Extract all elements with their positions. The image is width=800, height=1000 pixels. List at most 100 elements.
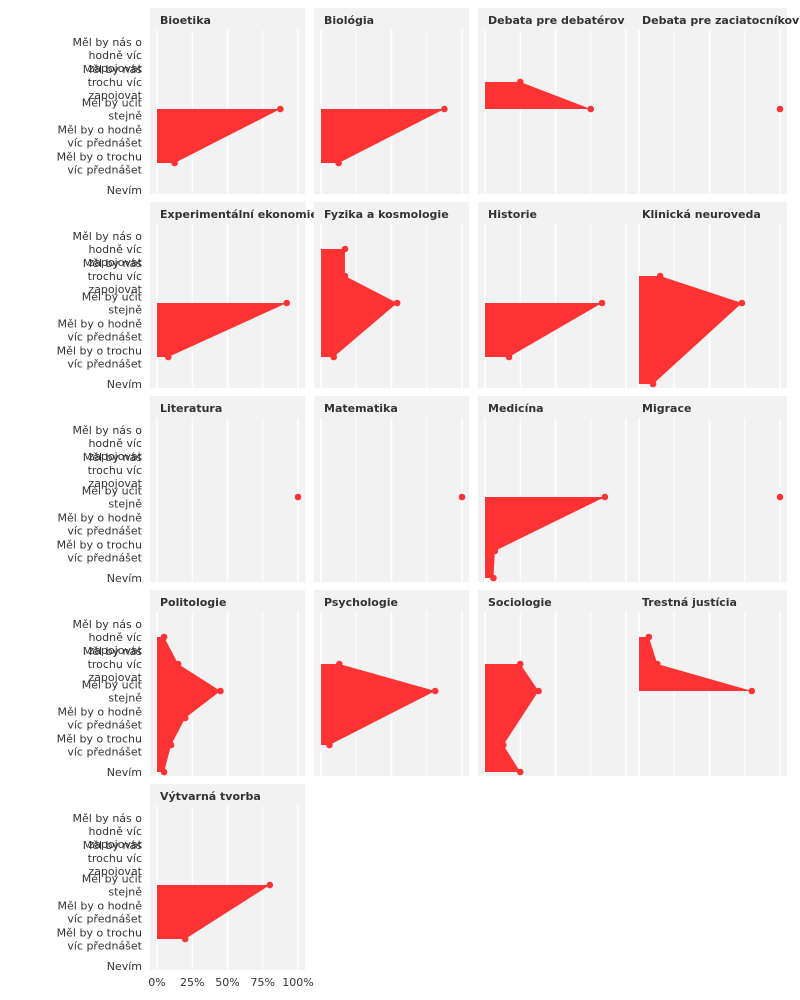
category-label: Měl by o trochu víc přednášet (57, 345, 143, 371)
area-shape (321, 664, 436, 745)
panel-title: Výtvarná tvorba (160, 790, 261, 803)
area-shape (485, 82, 591, 109)
panel-title: Debata pre debatérov (488, 14, 625, 27)
category-label: Nevím (107, 572, 142, 585)
area-shape (157, 109, 281, 163)
data-point (598, 299, 606, 307)
data-point (516, 768, 524, 776)
data-point (587, 105, 595, 113)
area-shape (157, 637, 221, 772)
panel-title: Bioetika (160, 14, 211, 27)
panel-title: Klinická neuroveda (642, 208, 761, 221)
panel-title: Biológia (324, 14, 374, 27)
data-point (336, 660, 343, 668)
x-tick-label: 25% (180, 976, 204, 989)
category-label: Měl by o trochu víc přednášet (57, 927, 143, 953)
panel-title: Medicína (488, 402, 544, 415)
area-shape (321, 249, 398, 357)
category-label: Měl by o hodně víc přednášet (58, 124, 143, 150)
data-point (294, 493, 302, 501)
category-label: Měl by o hodně víc přednášet (58, 900, 143, 926)
panel-title: Historie (488, 208, 537, 221)
data-point (431, 687, 439, 695)
data-point (277, 105, 284, 113)
data-point (654, 660, 661, 668)
panel-14: Psychologie (314, 590, 469, 776)
panel-11: Medicína (478, 396, 633, 582)
data-point (656, 272, 664, 280)
panel-17: Výtvarná tvorba Měl by nás o hodně víc zapo… (57, 784, 305, 973)
panel-title: Debata pre zaciatocníkov (642, 14, 800, 27)
category-label: Měl by o trochu víc přednášet (57, 539, 143, 565)
data-point (217, 687, 224, 695)
panel-2: Biológia (314, 8, 469, 194)
category-label: Nevím (107, 378, 142, 391)
panel-9: Literatura Měl by nás o hodně víc zapojovat… (57, 396, 305, 585)
area-shape (485, 303, 603, 357)
data-point (776, 493, 784, 501)
data-point (164, 353, 172, 361)
panel-15: Sociologie (478, 590, 633, 776)
data-point (649, 380, 657, 388)
category-label: Měl by nás trochu víc zapojovat (83, 257, 143, 296)
x-tick-label: 0% (148, 976, 165, 989)
data-point (160, 633, 168, 641)
panel-title: Sociologie (488, 596, 552, 609)
category-label: Měl by nás o hodně víc zapojovat (73, 618, 143, 657)
panel-5: Experimentální ekonomie Měl by nás o hodně… (57, 202, 318, 391)
data-point (174, 660, 182, 668)
category-label: Měl by o trochu víc přednášet (57, 151, 143, 177)
x-tick-label: 50% (215, 976, 239, 989)
data-point (645, 633, 653, 641)
category-label: Měl by o hodně víc přednášet (58, 318, 143, 344)
panel-title: Matematika (324, 402, 398, 415)
category-label: Měl by nás trochu víc zapojovat (83, 839, 143, 878)
category-label: Nevím (107, 960, 142, 973)
data-point (393, 299, 401, 307)
panel-10: Matematika (314, 396, 469, 582)
data-point (181, 935, 189, 943)
area-shape (321, 109, 445, 163)
x-tick-label: 100% (282, 976, 313, 989)
category-label: Měl by učit stejně (82, 97, 143, 123)
data-point (341, 245, 349, 253)
category-label: Nevím (107, 766, 142, 779)
x-tick-label: 75% (251, 976, 275, 989)
data-point (326, 741, 333, 749)
category-label: Měl by učit stejně (82, 679, 143, 705)
data-point (500, 741, 507, 749)
data-point (748, 687, 756, 695)
panel-13: Politologie Měl by nás o hodně víc zapojova… (57, 590, 305, 779)
data-point (283, 299, 291, 307)
area-shape (485, 497, 605, 578)
data-point (776, 105, 784, 113)
data-point (505, 353, 513, 361)
area-shape (157, 303, 287, 357)
category-label: Měl by učit stejně (82, 485, 143, 511)
panel-title: Experimentální ekonomie (160, 208, 318, 221)
panel-title: Politologie (160, 596, 226, 609)
category-label: Nevím (107, 184, 142, 197)
category-label: Měl by nás o hodně víc zapojovat (73, 812, 143, 851)
panel-4: Debata pre zaciatocníkov (632, 8, 800, 194)
data-point (181, 714, 189, 722)
panel-title: Migrace (642, 402, 691, 415)
category-label: Měl by učit stejně (82, 291, 143, 317)
data-point (516, 660, 524, 668)
panel-7: Historie (478, 202, 633, 388)
data-point (490, 574, 497, 582)
data-point (738, 299, 746, 307)
data-point (458, 493, 466, 501)
panel-title: Psychologie (324, 596, 398, 609)
area-shape (485, 664, 539, 772)
category-label: Měl by nás trochu víc zapojovat (83, 451, 143, 490)
data-point (167, 741, 175, 749)
data-point (335, 159, 342, 167)
data-point (491, 547, 499, 555)
panel-title: Fyzika a kosmologie (324, 208, 449, 221)
category-label: Měl by o hodně víc přednášet (58, 706, 143, 732)
panel-3: Debata pre debatérov (478, 8, 633, 194)
data-point (516, 78, 524, 86)
data-point (266, 881, 274, 889)
